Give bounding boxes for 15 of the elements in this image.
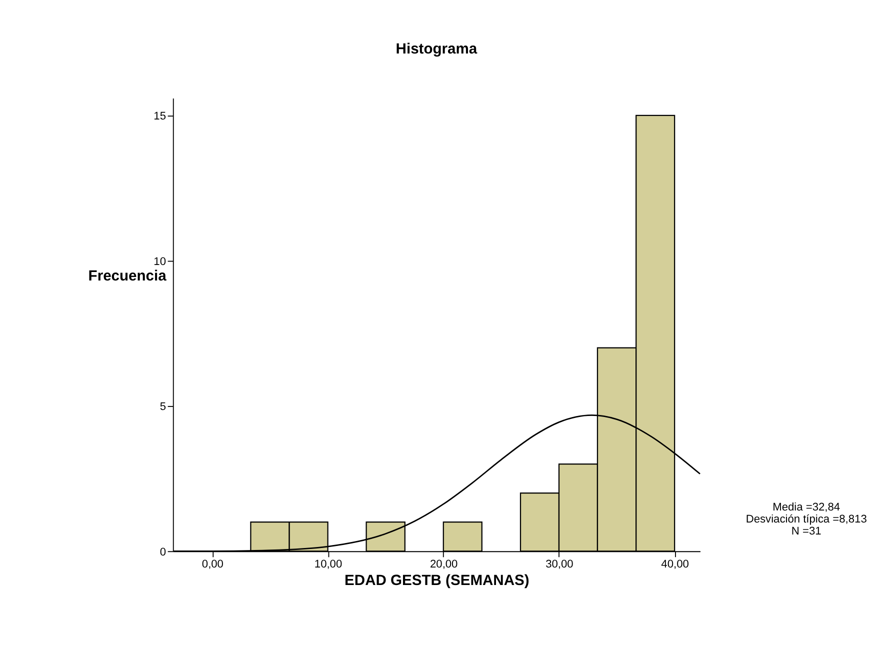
x-tick-label: 0,00 [202, 558, 224, 570]
y-tick-label: 10 [154, 256, 166, 268]
y-tick-label: 0 [160, 546, 166, 558]
x-tick-label: 40,00 [661, 558, 689, 570]
y-axis-title: Frecuencia [88, 268, 168, 285]
text: Desviación típica =8,813 [746, 513, 867, 526]
text: N =31 [791, 526, 822, 538]
text: Media =32,84 [772, 501, 840, 514]
x-tick-label: 20,00 [430, 558, 458, 570]
y-tick-label: 15 [154, 110, 166, 123]
y-tick-label: 5 [160, 401, 166, 414]
x-tick-label: 10,00 [314, 558, 342, 570]
chart-title: Histograma [396, 42, 478, 58]
x-tick-label: 30,00 [546, 558, 574, 570]
x-axis-title: EDAD GESTB (SEMANAS) [344, 572, 530, 589]
